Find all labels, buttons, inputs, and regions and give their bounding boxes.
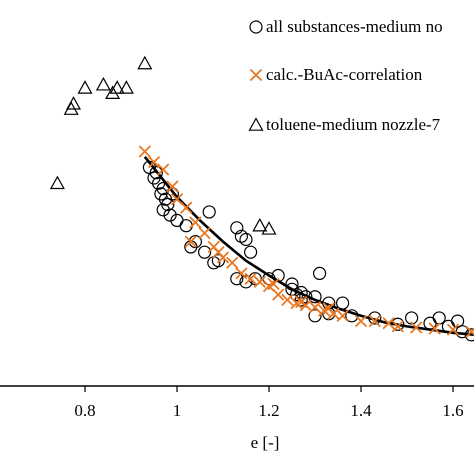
data-point-circle bbox=[152, 176, 166, 190]
data-point-circle bbox=[313, 266, 327, 280]
legend-label: toluene-medium nozzle-7 bbox=[266, 115, 441, 134]
data-point-circle bbox=[271, 268, 285, 283]
data-point-circle bbox=[163, 208, 177, 222]
data-point-cross bbox=[212, 246, 225, 259]
data-point-cross bbox=[267, 277, 280, 291]
data-point-circle bbox=[156, 203, 170, 217]
legend-label: calc.-BuAc-correlation bbox=[266, 65, 423, 84]
legend-marker-circle bbox=[249, 20, 263, 34]
data-point-cross bbox=[446, 323, 460, 336]
data-point-cross bbox=[157, 163, 170, 176]
data-point-cross bbox=[166, 180, 179, 193]
data-point-circle bbox=[248, 272, 262, 286]
series-cross bbox=[138, 145, 474, 338]
data-point-cross bbox=[226, 256, 239, 269]
data-point-cross bbox=[465, 325, 474, 338]
plot-area bbox=[49, 55, 474, 342]
x-tick-label: 0.8 bbox=[74, 401, 95, 420]
data-point-cross bbox=[189, 216, 202, 229]
data-point-triangle bbox=[49, 175, 65, 190]
data-point-circle bbox=[239, 275, 253, 289]
legend: all substances-medium no calc.-BuAc-corre… bbox=[248, 17, 443, 134]
data-point-circle bbox=[294, 293, 308, 307]
x-tick-label: 1 bbox=[173, 401, 182, 420]
data-point-circle bbox=[188, 235, 202, 249]
data-point-circle bbox=[230, 272, 244, 286]
series-circle bbox=[142, 160, 474, 342]
data-point-cross bbox=[322, 302, 335, 315]
data-point-circle bbox=[165, 187, 179, 201]
data-point-circle bbox=[299, 290, 313, 304]
data-point-circle bbox=[345, 309, 359, 323]
data-point-cross bbox=[147, 155, 161, 169]
data-point-triangle bbox=[65, 96, 82, 110]
data-point-circle bbox=[179, 219, 193, 233]
data-point-cross bbox=[308, 301, 322, 314]
legend-label: all substances-medium no bbox=[266, 17, 443, 36]
data-point-circle bbox=[244, 245, 258, 259]
data-point-cross bbox=[382, 317, 395, 330]
data-point-cross bbox=[244, 272, 257, 285]
data-point-circle bbox=[202, 205, 216, 219]
x-axis-label: e [-] bbox=[251, 433, 280, 452]
data-point-cross bbox=[428, 322, 441, 335]
fit-curve bbox=[143, 155, 474, 337]
data-point-cross bbox=[290, 296, 303, 310]
data-point-triangle bbox=[77, 80, 93, 94]
data-point-circle bbox=[230, 221, 244, 235]
data-point-circle bbox=[464, 328, 474, 342]
legend-marker-triangle bbox=[248, 117, 264, 131]
data-point-cross bbox=[281, 293, 294, 307]
data-point-cross bbox=[235, 267, 248, 280]
data-point-triangle bbox=[137, 55, 153, 70]
data-point-cross bbox=[336, 309, 349, 322]
legend-marker-cross bbox=[249, 68, 263, 82]
data-point-cross bbox=[180, 201, 193, 214]
x-tick-label: 1.6 bbox=[442, 401, 463, 420]
data-point-circle bbox=[336, 296, 350, 310]
data-point-circle bbox=[234, 229, 248, 243]
data-point-cross bbox=[410, 321, 423, 334]
data-point-triangle bbox=[252, 217, 268, 232]
data-point-cross bbox=[295, 295, 308, 309]
data-point-circle bbox=[368, 311, 382, 325]
data-point-cross bbox=[184, 235, 197, 248]
data-point-triangle bbox=[95, 76, 111, 91]
data-point-cross bbox=[198, 226, 211, 240]
data-point-cross bbox=[272, 288, 285, 301]
data-point-cross bbox=[391, 320, 404, 333]
x-axis-ticks: 0.8 1 1.2 1.4 1.6 bbox=[74, 386, 464, 420]
data-point-circle bbox=[149, 166, 163, 180]
data-point-triangle bbox=[118, 80, 134, 94]
data-point-circle bbox=[198, 245, 212, 259]
data-point-triangle bbox=[109, 80, 125, 94]
data-point-cross bbox=[253, 275, 266, 289]
data-point-circle bbox=[308, 309, 322, 323]
x-tick-label: 1.2 bbox=[258, 401, 279, 420]
series-triangle bbox=[49, 55, 277, 235]
data-point-cross bbox=[368, 314, 381, 328]
x-tick-label: 1.4 bbox=[350, 401, 372, 420]
data-point-circle bbox=[391, 317, 405, 331]
data-point-cross bbox=[138, 145, 151, 158]
data-point-circle bbox=[308, 290, 322, 304]
data-point-triangle bbox=[261, 221, 277, 235]
data-point-circle bbox=[239, 232, 253, 247]
data-point-cross bbox=[354, 314, 368, 328]
data-point-circle bbox=[285, 277, 299, 291]
data-point-circle bbox=[211, 254, 225, 268]
